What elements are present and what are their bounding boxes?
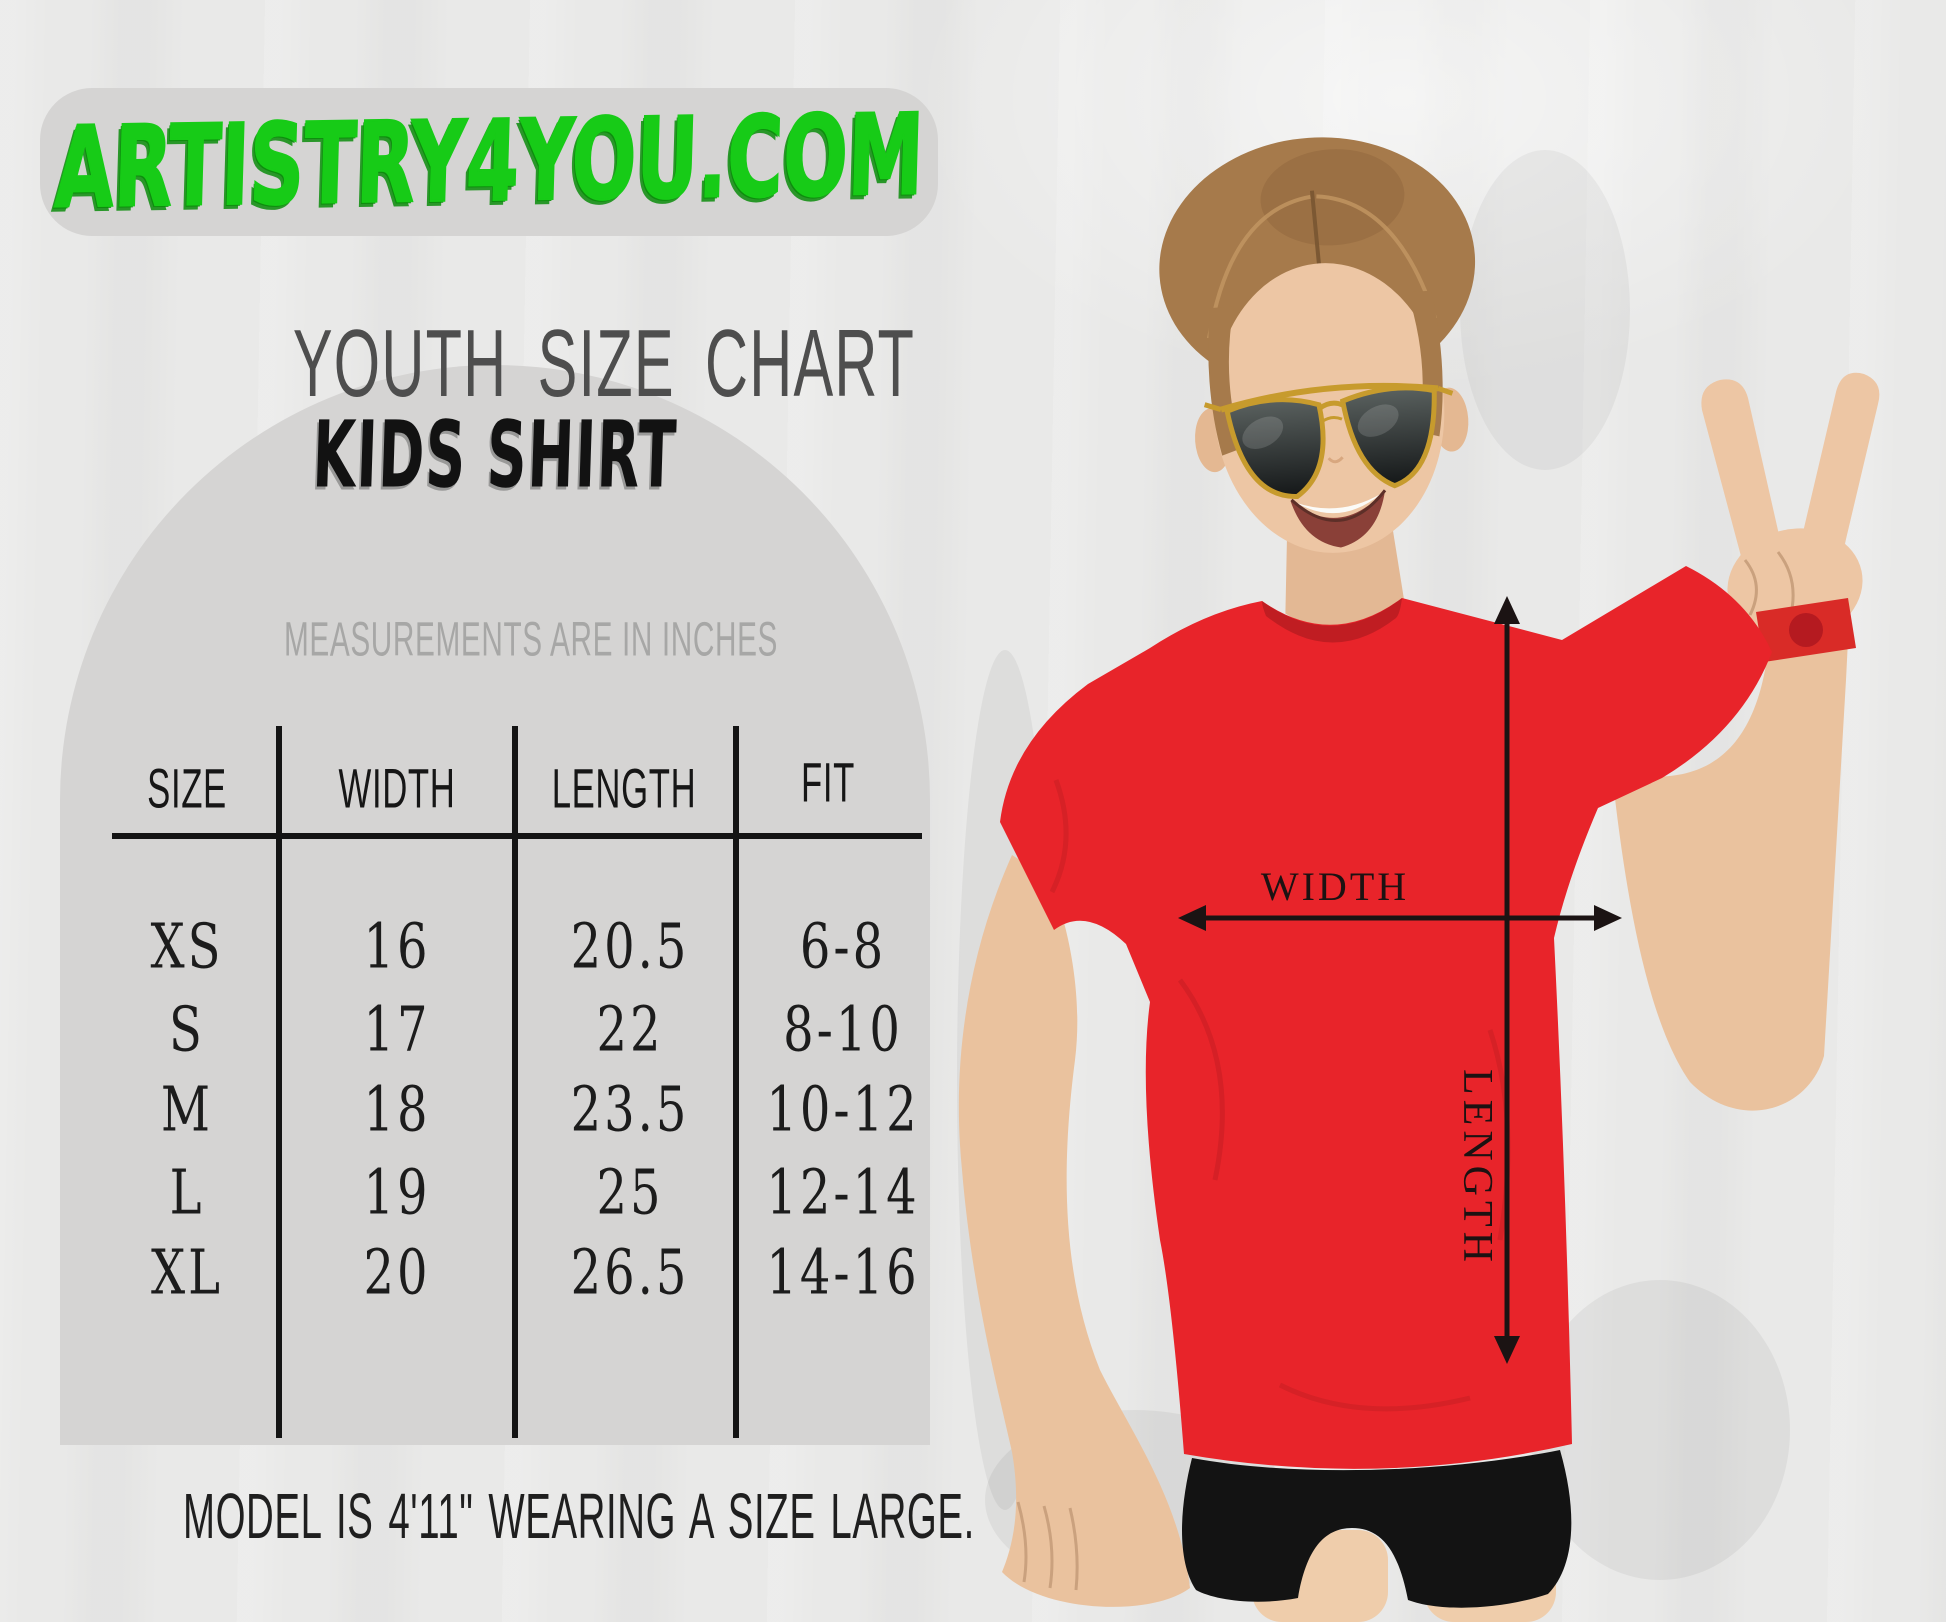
table-cell: 14-16 xyxy=(766,1237,920,1309)
table-cell: M xyxy=(160,1074,214,1146)
table-vline-3 xyxy=(733,726,739,1438)
table-cell: 16 xyxy=(363,911,431,983)
brand-logo: ARTISTRY4YOU.COM xyxy=(52,89,926,234)
table-cell: XL xyxy=(150,1237,224,1309)
table-cell: XS xyxy=(150,911,224,983)
table-cell: 23.5 xyxy=(570,1074,690,1146)
table-cell: 20 xyxy=(363,1237,431,1309)
table-cell: 12-14 xyxy=(766,1157,920,1229)
table-cell: 18 xyxy=(363,1074,431,1146)
logo-panel: ARTISTRY4YOU.COM xyxy=(40,88,938,236)
table-cell: L xyxy=(169,1157,205,1229)
table-header-line xyxy=(112,833,922,839)
table-vline-2 xyxy=(512,726,518,1438)
table-cell: 10-12 xyxy=(766,1074,920,1146)
table-cell: 19 xyxy=(363,1157,431,1229)
chart-subtitle: MEASUREMENTS ARE IN INCHES xyxy=(283,613,779,667)
model-footnote: MODEL IS 4'11" WEARING A SIZE LARGE. xyxy=(183,1480,975,1552)
table-cell: 26.5 xyxy=(570,1237,690,1309)
table-cell: 17 xyxy=(363,994,431,1066)
table-cell: 22 xyxy=(596,994,664,1066)
column-header-size: SIZE xyxy=(147,756,227,820)
table-vline-1 xyxy=(276,726,282,1438)
chart-title: KIDS SHIRT xyxy=(311,401,679,509)
table-cell: 20.5 xyxy=(570,911,690,983)
table-cell: 6-8 xyxy=(799,911,887,983)
column-header-length: LENGTH xyxy=(551,756,697,820)
table-cell: 25 xyxy=(596,1157,664,1229)
page-title: YOUTH SIZE CHART xyxy=(292,310,916,417)
column-header-width: WIDTH xyxy=(338,756,456,820)
column-header-fit: FIT xyxy=(801,750,855,814)
table-cell: 8-10 xyxy=(783,994,903,1066)
table-cell: S xyxy=(169,994,205,1066)
chart-panel xyxy=(60,365,930,1445)
